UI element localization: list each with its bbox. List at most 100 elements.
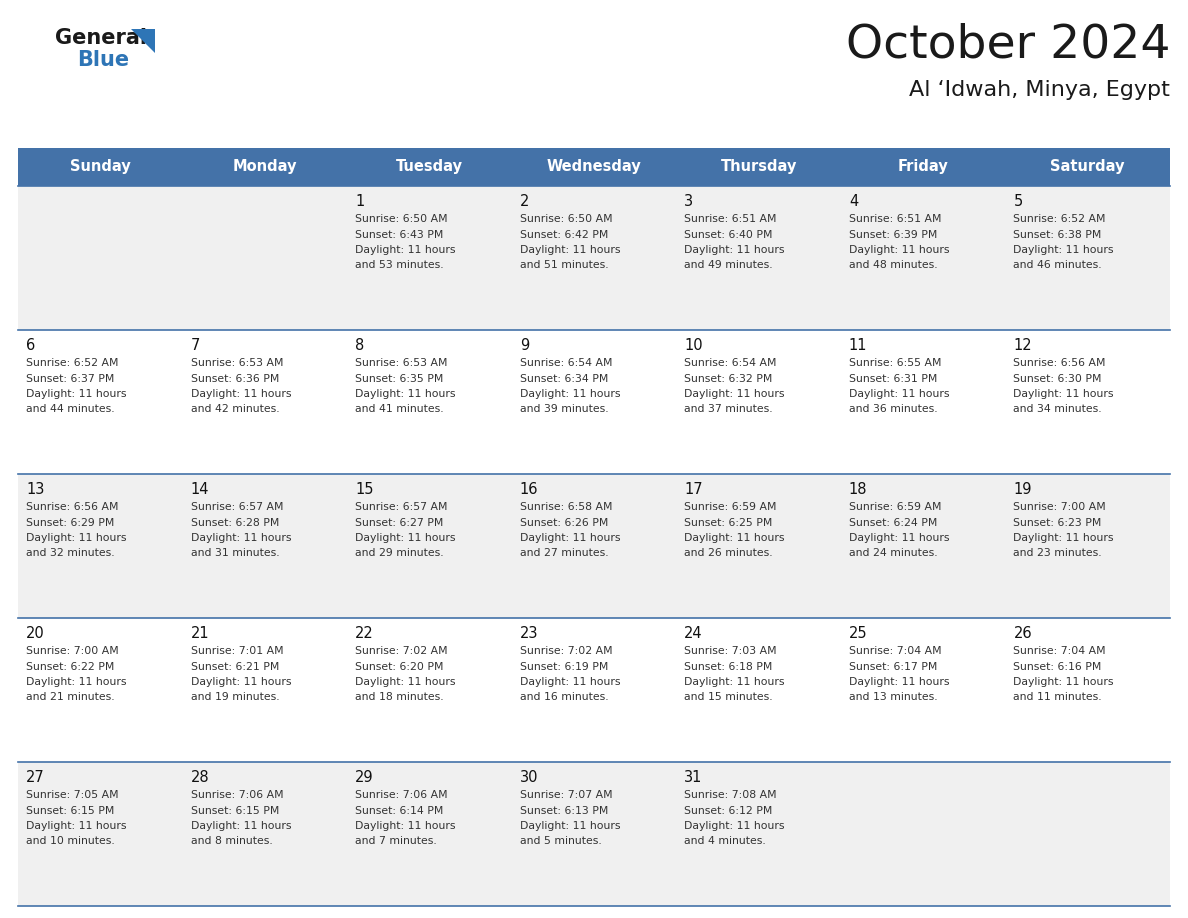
Text: and 11 minutes.: and 11 minutes. [1013, 692, 1102, 702]
Text: Sunrise: 7:00 AM: Sunrise: 7:00 AM [26, 646, 119, 656]
Text: 16: 16 [519, 482, 538, 497]
Text: Daylight: 11 hours: Daylight: 11 hours [684, 677, 785, 687]
Text: Daylight: 11 hours: Daylight: 11 hours [849, 389, 949, 399]
Text: and 13 minutes.: and 13 minutes. [849, 692, 937, 702]
Text: and 39 minutes.: and 39 minutes. [519, 405, 608, 415]
Text: Sunset: 6:13 PM: Sunset: 6:13 PM [519, 805, 608, 815]
Text: Sunset: 6:15 PM: Sunset: 6:15 PM [190, 805, 279, 815]
Text: 1: 1 [355, 194, 365, 209]
Text: 24: 24 [684, 626, 703, 641]
Text: and 10 minutes.: and 10 minutes. [26, 836, 115, 846]
Text: 11: 11 [849, 338, 867, 353]
Bar [18, 330, 1170, 474]
Text: and 19 minutes.: and 19 minutes. [190, 692, 279, 702]
Text: 20: 20 [26, 626, 45, 641]
Text: and 23 minutes.: and 23 minutes. [1013, 548, 1102, 558]
Text: Daylight: 11 hours: Daylight: 11 hours [355, 245, 456, 255]
Text: Sunset: 6:19 PM: Sunset: 6:19 PM [519, 662, 608, 671]
Text: Daylight: 11 hours: Daylight: 11 hours [355, 821, 456, 831]
Text: Sunrise: 6:56 AM: Sunrise: 6:56 AM [26, 502, 119, 512]
Text: 8: 8 [355, 338, 365, 353]
Text: and 48 minutes.: and 48 minutes. [849, 261, 937, 271]
Text: 28: 28 [190, 770, 209, 785]
Text: Sunset: 6:22 PM: Sunset: 6:22 PM [26, 662, 114, 671]
Text: Sunrise: 7:05 AM: Sunrise: 7:05 AM [26, 790, 119, 800]
Text: Sunrise: 6:52 AM: Sunrise: 6:52 AM [1013, 214, 1106, 224]
Text: 26: 26 [1013, 626, 1032, 641]
Text: 25: 25 [849, 626, 867, 641]
Text: Sunrise: 7:06 AM: Sunrise: 7:06 AM [355, 790, 448, 800]
Text: and 18 minutes.: and 18 minutes. [355, 692, 444, 702]
Text: Sunrise: 6:50 AM: Sunrise: 6:50 AM [519, 214, 612, 224]
Text: Daylight: 11 hours: Daylight: 11 hours [1013, 389, 1114, 399]
Text: Al ‘Idwah, Minya, Egypt: Al ‘Idwah, Minya, Egypt [909, 80, 1170, 100]
Text: Daylight: 11 hours: Daylight: 11 hours [519, 821, 620, 831]
Text: 12: 12 [1013, 338, 1032, 353]
Text: and 42 minutes.: and 42 minutes. [190, 405, 279, 415]
Text: and 16 minutes.: and 16 minutes. [519, 692, 608, 702]
Text: 31: 31 [684, 770, 702, 785]
Text: Sunset: 6:15 PM: Sunset: 6:15 PM [26, 805, 114, 815]
Text: and 21 minutes.: and 21 minutes. [26, 692, 114, 702]
Text: and 31 minutes.: and 31 minutes. [190, 548, 279, 558]
Text: 23: 23 [519, 626, 538, 641]
Text: 17: 17 [684, 482, 703, 497]
Text: Sunset: 6:17 PM: Sunset: 6:17 PM [849, 662, 937, 671]
Text: Daylight: 11 hours: Daylight: 11 hours [26, 821, 126, 831]
Text: Sunrise: 6:51 AM: Sunrise: 6:51 AM [849, 214, 941, 224]
Text: Daylight: 11 hours: Daylight: 11 hours [849, 677, 949, 687]
Text: and 15 minutes.: and 15 minutes. [684, 692, 773, 702]
Text: Sunrise: 7:02 AM: Sunrise: 7:02 AM [519, 646, 612, 656]
Text: Sunset: 6:20 PM: Sunset: 6:20 PM [355, 662, 443, 671]
Text: Sunrise: 7:01 AM: Sunrise: 7:01 AM [190, 646, 283, 656]
Text: Sunset: 6:21 PM: Sunset: 6:21 PM [190, 662, 279, 671]
Text: Daylight: 11 hours: Daylight: 11 hours [519, 245, 620, 255]
Text: Daylight: 11 hours: Daylight: 11 hours [355, 677, 456, 687]
Text: 29: 29 [355, 770, 374, 785]
Text: Daylight: 11 hours: Daylight: 11 hours [26, 389, 126, 399]
Text: Daylight: 11 hours: Daylight: 11 hours [684, 245, 785, 255]
Text: Sunrise: 6:58 AM: Sunrise: 6:58 AM [519, 502, 612, 512]
Text: Sunset: 6:25 PM: Sunset: 6:25 PM [684, 518, 772, 528]
Text: Sunrise: 6:50 AM: Sunrise: 6:50 AM [355, 214, 448, 224]
Text: Daylight: 11 hours: Daylight: 11 hours [849, 533, 949, 543]
Text: Sunset: 6:23 PM: Sunset: 6:23 PM [1013, 518, 1101, 528]
Text: Sunrise: 6:56 AM: Sunrise: 6:56 AM [1013, 358, 1106, 368]
Text: Daylight: 11 hours: Daylight: 11 hours [190, 677, 291, 687]
Text: Sunrise: 7:00 AM: Sunrise: 7:00 AM [1013, 502, 1106, 512]
Text: Daylight: 11 hours: Daylight: 11 hours [1013, 533, 1114, 543]
Text: Sunset: 6:43 PM: Sunset: 6:43 PM [355, 230, 443, 240]
Text: Sunset: 6:29 PM: Sunset: 6:29 PM [26, 518, 114, 528]
Text: 14: 14 [190, 482, 209, 497]
Text: Daylight: 11 hours: Daylight: 11 hours [519, 389, 620, 399]
Text: Sunrise: 7:04 AM: Sunrise: 7:04 AM [849, 646, 941, 656]
Text: Daylight: 11 hours: Daylight: 11 hours [684, 389, 785, 399]
Text: Sunrise: 6:55 AM: Sunrise: 6:55 AM [849, 358, 941, 368]
Text: and 53 minutes.: and 53 minutes. [355, 261, 444, 271]
Text: 27: 27 [26, 770, 45, 785]
Text: Sunset: 6:26 PM: Sunset: 6:26 PM [519, 518, 608, 528]
Text: Sunset: 6:31 PM: Sunset: 6:31 PM [849, 374, 937, 384]
Text: Sunrise: 6:57 AM: Sunrise: 6:57 AM [355, 502, 448, 512]
Text: Sunset: 6:28 PM: Sunset: 6:28 PM [190, 518, 279, 528]
Text: Sunrise: 7:03 AM: Sunrise: 7:03 AM [684, 646, 777, 656]
Text: Sunset: 6:35 PM: Sunset: 6:35 PM [355, 374, 443, 384]
Text: Monday: Monday [233, 160, 297, 174]
Text: 15: 15 [355, 482, 374, 497]
Bar [18, 474, 1170, 618]
Polygon shape [131, 29, 154, 53]
Text: Sunset: 6:14 PM: Sunset: 6:14 PM [355, 805, 443, 815]
Text: Sunday: Sunday [70, 160, 131, 174]
Text: Friday: Friday [898, 160, 948, 174]
Text: Sunrise: 6:53 AM: Sunrise: 6:53 AM [190, 358, 283, 368]
Text: and 36 minutes.: and 36 minutes. [849, 405, 937, 415]
Text: 18: 18 [849, 482, 867, 497]
Text: and 51 minutes.: and 51 minutes. [519, 261, 608, 271]
Text: Sunset: 6:39 PM: Sunset: 6:39 PM [849, 230, 937, 240]
Text: General: General [55, 28, 147, 48]
Text: Sunset: 6:27 PM: Sunset: 6:27 PM [355, 518, 443, 528]
Text: Daylight: 11 hours: Daylight: 11 hours [684, 821, 785, 831]
Text: Sunrise: 7:04 AM: Sunrise: 7:04 AM [1013, 646, 1106, 656]
Text: Daylight: 11 hours: Daylight: 11 hours [190, 533, 291, 543]
Text: Sunset: 6:24 PM: Sunset: 6:24 PM [849, 518, 937, 528]
